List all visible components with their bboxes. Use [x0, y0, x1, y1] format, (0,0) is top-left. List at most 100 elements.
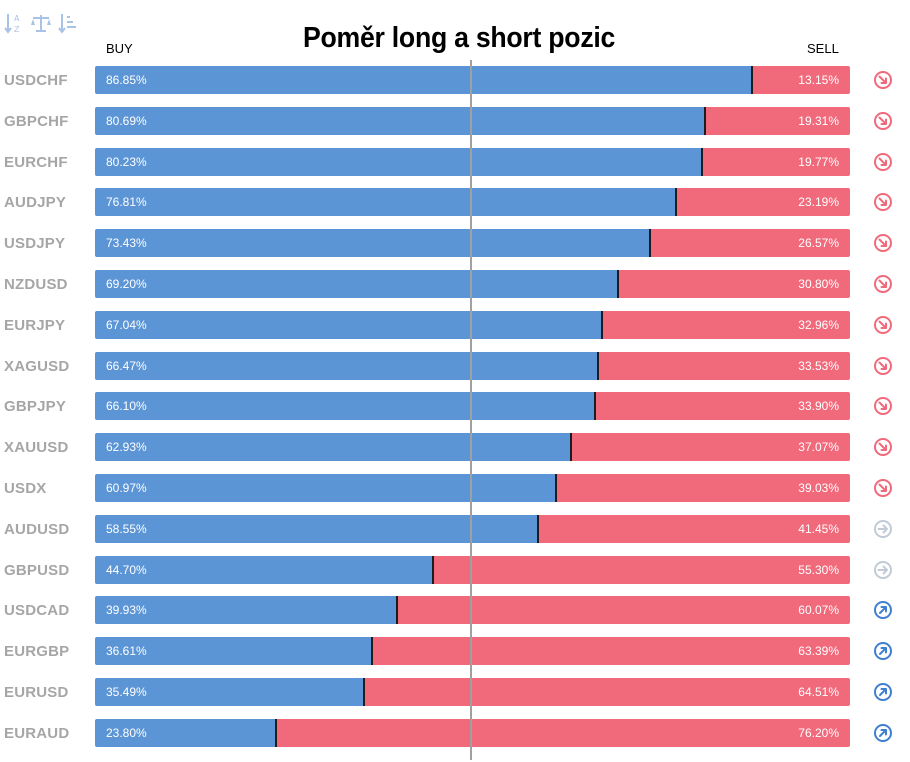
sell-segment: 26.57%: [649, 229, 850, 258]
signal-up-icon: [874, 642, 892, 661]
ratio-bar[interactable]: 60.97% 39.03%: [95, 474, 850, 502]
ratio-bar[interactable]: 86.85% 13.15%: [95, 66, 850, 94]
sell-segment: 39.03%: [555, 474, 850, 502]
buy-segment: 66.47%: [95, 351, 597, 380]
ratio-bar[interactable]: 66.10% 33.90%: [95, 392, 850, 421]
buy-legend-label: BUY: [106, 41, 133, 56]
signal-down-icon: [874, 356, 892, 375]
sell-segment: 23.19%: [674, 188, 850, 217]
buy-percent-label: 62.93%: [106, 440, 147, 455]
buy-percent-label: 39.93%: [106, 603, 147, 618]
ratio-bar[interactable]: 80.69% 19.31%: [95, 106, 850, 135]
sell-percent-label: 19.77%: [798, 154, 839, 169]
ratio-bar[interactable]: 44.70% 55.30%: [95, 555, 850, 584]
signal-down-icon: [874, 438, 892, 457]
ratio-bar[interactable]: 67.04% 32.96%: [95, 310, 850, 339]
ratio-row: NZDUSD 69.20% 30.80%: [0, 270, 910, 299]
buy-segment: 69.20%: [95, 270, 618, 298]
ratio-bar[interactable]: 23.80% 76.20%: [95, 718, 850, 747]
sell-segment: 41.45%: [537, 514, 850, 543]
signal-down-icon: [874, 193, 892, 212]
ratio-row: EURAUD 23.80% 76.20%: [0, 718, 910, 748]
sell-percent-label: 41.45%: [798, 521, 839, 536]
sort-toolbar: A Z: [4, 10, 78, 36]
sell-percent-label: 19.31%: [798, 113, 839, 128]
buy-segment: 86.85%: [95, 66, 751, 94]
sell-segment: 30.80%: [617, 270, 850, 298]
buy-segment: 66.10%: [95, 392, 595, 421]
buy-percent-label: 44.70%: [106, 562, 147, 577]
ratio-bar[interactable]: 66.47% 33.53%: [95, 351, 850, 380]
sell-percent-label: 64.51%: [798, 685, 839, 699]
buy-segment: 35.49%: [95, 678, 363, 706]
ratio-row: AUDUSD 58.55% 41.45%: [0, 514, 910, 544]
sort-alpha-icon[interactable]: A Z: [4, 10, 24, 36]
ratio-bar[interactable]: 35.49% 64.51%: [95, 678, 850, 706]
ratio-row: USDCHF 86.85% 13.15%: [0, 66, 910, 95]
ratio-row: AUDJPY 76.81% 23.19%: [0, 188, 910, 217]
svg-text:A: A: [14, 14, 20, 23]
sell-segment: 63.39%: [371, 637, 850, 666]
buy-percent-label: 66.47%: [106, 358, 147, 373]
ratio-row: EURJPY 67.04% 32.96%: [0, 310, 910, 340]
ratio-bar[interactable]: 62.93% 37.07%: [95, 433, 850, 462]
sell-percent-label: 13.15%: [798, 73, 839, 87]
sell-percent-label: 26.57%: [798, 236, 839, 251]
sell-segment: 19.31%: [704, 106, 850, 135]
signal-down-icon: [874, 479, 892, 497]
buy-percent-label: 58.55%: [106, 521, 147, 536]
pair-label: XAGUSD: [4, 357, 70, 375]
sell-segment: 19.77%: [700, 147, 850, 176]
signal-up-icon: [874, 723, 892, 742]
ratio-bar[interactable]: 80.23% 19.77%: [95, 147, 850, 176]
sell-percent-label: 23.19%: [798, 195, 839, 210]
buy-segment: 58.55%: [95, 514, 538, 543]
buy-percent-label: 35.49%: [106, 685, 147, 699]
ratio-bar[interactable]: 76.81% 23.19%: [95, 188, 850, 217]
sell-segment: 55.30%: [432, 555, 850, 584]
ratio-bar[interactable]: 36.61% 63.39%: [95, 637, 850, 666]
sell-percent-label: 60.07%: [798, 603, 839, 618]
buy-segment: 80.69%: [95, 106, 705, 135]
buy-segment: 39.93%: [95, 596, 397, 625]
ratio-bar[interactable]: 39.93% 60.07%: [95, 596, 850, 625]
pair-label: USDX: [4, 480, 47, 497]
pair-label: USDCHF: [4, 72, 68, 89]
buy-segment: 62.93%: [95, 433, 571, 462]
ratio-row: USDCAD 39.93% 60.07%: [0, 596, 910, 625]
sell-segment: 64.51%: [362, 678, 850, 706]
ratio-bar[interactable]: 69.20% 30.80%: [95, 270, 850, 298]
fifty-percent-line: [470, 60, 472, 760]
signal-down-icon: [874, 111, 892, 130]
ratio-row: USDJPY 73.43% 26.57%: [0, 229, 910, 258]
buy-percent-label: 80.69%: [106, 113, 147, 128]
ratio-row: GBPJPY 66.10% 33.90%: [0, 392, 910, 421]
pair-label: EURJPY: [4, 316, 66, 334]
sell-percent-label: 33.53%: [798, 358, 839, 373]
sell-percent-label: 32.96%: [798, 317, 839, 332]
ratio-row: EURCHF 80.23% 19.77%: [0, 147, 910, 177]
ratio-row: GBPCHF 80.69% 19.31%: [0, 106, 910, 136]
sell-legend-label: SELL: [807, 41, 839, 56]
sort-amount-icon[interactable]: [58, 10, 78, 36]
ratio-row: USDX 60.97% 39.03%: [0, 474, 910, 503]
buy-percent-label: 23.80%: [106, 725, 147, 740]
buy-segment: 80.23%: [95, 147, 701, 176]
signal-down-icon: [874, 234, 892, 253]
pair-label: NZDUSD: [4, 276, 68, 293]
pair-label: GBPUSD: [4, 561, 70, 579]
ratio-row: GBPUSD 44.70% 55.30%: [0, 555, 910, 585]
ratio-bar[interactable]: 73.43% 26.57%: [95, 229, 850, 258]
ratio-row: EURUSD 35.49% 64.51%: [0, 678, 910, 707]
pair-label: GBPCHF: [4, 112, 69, 130]
balance-scale-icon[interactable]: [30, 10, 52, 36]
sell-percent-label: 37.07%: [798, 440, 839, 455]
pair-label: GBPJPY: [4, 398, 67, 416]
buy-percent-label: 66.10%: [106, 399, 147, 414]
ratio-bar[interactable]: 58.55% 41.45%: [95, 514, 850, 543]
signal-neutral-icon: [874, 519, 892, 538]
pair-label: USDJPY: [4, 235, 66, 253]
signal-up-icon: [874, 683, 892, 701]
buy-segment: 67.04%: [95, 310, 602, 339]
buy-segment: 73.43%: [95, 229, 650, 258]
